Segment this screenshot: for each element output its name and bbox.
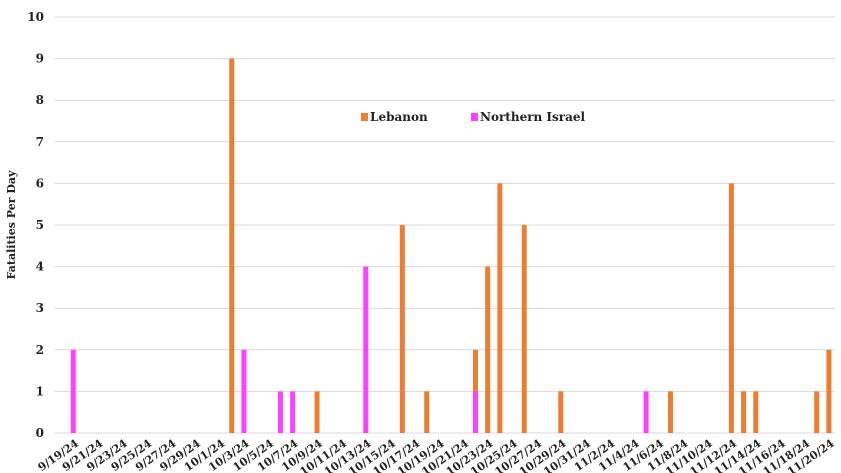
y-axis-ticks: 0 1 2 3 4 5 6 7 8 9 10 <box>27 10 44 440</box>
legend-label-lebanon: Lebanon <box>370 110 428 124</box>
bar-lebanon <box>558 391 564 433</box>
y-tick-label: 0 <box>36 426 44 440</box>
bar-lebanon <box>728 183 734 433</box>
bar-lebanon <box>814 391 820 433</box>
bar-lebanon <box>424 391 430 433</box>
y-tick-label: 1 <box>36 384 44 398</box>
x-axis-ticks: 9/19/249/21/249/23/249/25/249/27/249/29/… <box>36 437 837 473</box>
bar-northern-israel <box>241 349 247 433</box>
bar-northern-israel <box>290 391 296 433</box>
y-tick-label: 9 <box>36 52 44 66</box>
bar-lebanon <box>399 225 405 433</box>
bar-lebanon <box>826 349 832 433</box>
y-tick-label: 8 <box>36 93 44 107</box>
legend-swatch-lebanon <box>361 113 368 121</box>
y-tick-label: 3 <box>36 301 44 315</box>
legend-label-northern-israel: Northern Israel <box>480 110 586 124</box>
bar-lebanon <box>314 391 320 433</box>
y-axis-label: Fatalities Per Day <box>5 170 18 279</box>
legend: Lebanon Northern Israel <box>361 110 586 124</box>
bar-northern-israel <box>472 391 478 433</box>
bar-lebanon <box>753 391 759 433</box>
bar-northern-israel <box>363 266 369 433</box>
bar-lebanon <box>485 266 491 433</box>
bar-northern-israel <box>277 391 283 433</box>
y-tick-label: 5 <box>36 218 44 232</box>
legend-swatch-northern-israel <box>471 113 478 121</box>
y-tick-label: 2 <box>36 343 44 357</box>
bar-lebanon <box>741 391 747 433</box>
bar-lebanon <box>497 183 503 433</box>
bar-lebanon <box>521 225 527 433</box>
bars <box>70 58 832 433</box>
bar-lebanon <box>667 391 673 433</box>
y-tick-label: 10 <box>27 10 44 24</box>
bar-northern-israel <box>643 391 649 433</box>
gridlines <box>55 16 835 434</box>
y-tick-label: 4 <box>36 260 44 274</box>
bar-lebanon <box>229 58 235 433</box>
bar-northern-israel <box>70 349 76 433</box>
y-tick-label: 7 <box>36 135 44 149</box>
y-tick-label: 6 <box>36 176 44 190</box>
